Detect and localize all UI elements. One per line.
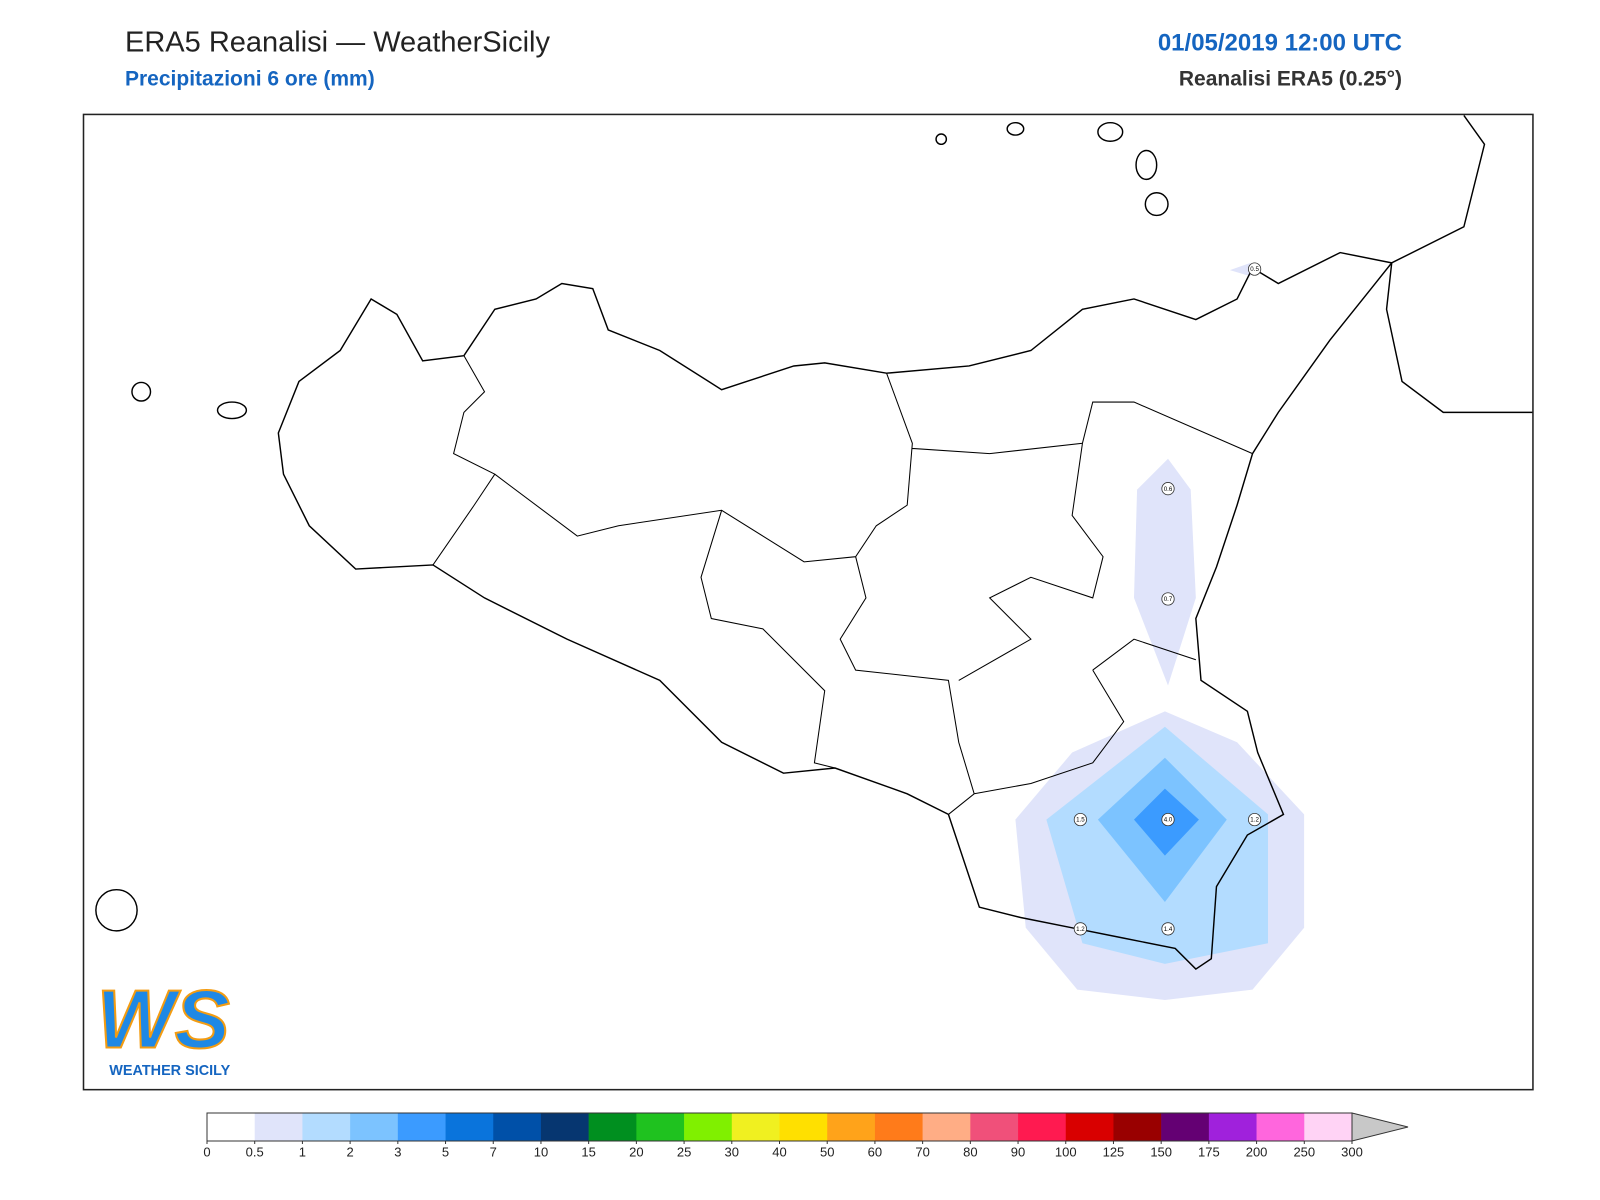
station-value: 1.5	[1076, 817, 1085, 824]
colorbar-bin	[922, 1113, 971, 1141]
colorbar-tick-label: 2	[347, 1144, 354, 1159]
colorbar-tick-label: 20	[629, 1144, 643, 1159]
colorbar-bin	[397, 1113, 446, 1141]
province-boundaries	[432, 355, 1253, 815]
title: ERA5 Reanalisi — WeatherSicily	[125, 27, 550, 59]
colorbar-tick-label: 0	[203, 1144, 210, 1159]
colorbar-tick-label: 150	[1150, 1144, 1172, 1159]
colorbar-tick-label: 40	[772, 1144, 786, 1159]
colorbar-bin	[684, 1113, 733, 1141]
logo: WS WEATHER SICILY	[96, 972, 231, 1079]
colorbar-tick-label: 60	[868, 1144, 882, 1159]
source: Reanalisi ERA5 (0.25°)	[1179, 68, 1402, 91]
colorbar-bin	[445, 1113, 494, 1141]
station-value: 4.0	[1164, 817, 1173, 824]
colorbar-bin	[302, 1113, 351, 1141]
precipitation-layer	[1015, 262, 1305, 1000]
colorbar-tick-label: 3	[394, 1144, 401, 1159]
colorbar-bin	[1113, 1113, 1162, 1141]
colorbar-tick-label: 90	[1011, 1144, 1025, 1159]
colorbar-bin	[1208, 1113, 1257, 1141]
colorbar-bin	[350, 1113, 399, 1141]
station-marker	[1161, 922, 1175, 936]
colorbar-bin	[588, 1113, 637, 1141]
colorbar-bin	[1018, 1113, 1067, 1141]
colorbar-tick-label: 50	[820, 1144, 834, 1159]
colorbar-bin	[827, 1113, 876, 1141]
colorbar-tick-label: 300	[1341, 1144, 1363, 1159]
precip-area	[1229, 262, 1251, 277]
colorbar-tick-label: 25	[677, 1144, 691, 1159]
colorbar-tick-label: 125	[1103, 1144, 1125, 1159]
map: 0.5 0.6 0.7 1.5 4.0 1.2 1.2 1.4 WS WEATHER SICI…	[82, 113, 1534, 1091]
colorbar-tick-label: 1	[299, 1144, 306, 1159]
colorbar-bin	[540, 1113, 589, 1141]
colorbar-tick-label: 100	[1055, 1144, 1077, 1159]
island	[95, 888, 138, 932]
colorbar-bin	[207, 1113, 256, 1141]
station-marker	[1248, 262, 1262, 276]
colorbar-bin	[1065, 1113, 1114, 1141]
logo-text: WEATHER SICILY	[109, 1063, 230, 1079]
colorbar-tick-label: 0.5	[246, 1144, 264, 1159]
colorbar-bin	[1304, 1113, 1353, 1141]
calabria-coast	[1385, 115, 1533, 414]
colorbar-bin	[731, 1113, 780, 1141]
logo-mark: WS	[97, 974, 230, 1066]
island	[1006, 121, 1025, 136]
map-frame	[82, 113, 1534, 1091]
colorbar-tick-label: 30	[725, 1144, 739, 1159]
colorbar-bin	[874, 1113, 923, 1141]
station-marker	[1161, 812, 1175, 827]
colorbar-tick-label: 15	[581, 1144, 595, 1159]
station-marker	[1161, 482, 1175, 496]
colorbar-bin	[636, 1113, 685, 1141]
station-value: 1.2	[1076, 926, 1085, 933]
station-value: 0.5	[1250, 266, 1259, 273]
station-marker	[1073, 922, 1087, 936]
station-marker	[1073, 812, 1087, 827]
station-value: 1.4	[1164, 926, 1173, 933]
subtitle: Precipitazioni 6 ore (mm)	[125, 68, 375, 91]
station-labels: 0.5 0.6 0.7 1.5 4.0 1.2 1.2 1.4	[1073, 262, 1262, 936]
colorbar-tick-label: 5	[442, 1144, 449, 1159]
station-value: 0.7	[1164, 596, 1173, 603]
colorbar-tick-label: 80	[963, 1144, 977, 1159]
island	[216, 401, 248, 420]
colorbar-tick-label: 250	[1293, 1144, 1315, 1159]
date: 01/05/2019 12:00 UTC	[1158, 29, 1402, 56]
island	[1144, 192, 1169, 217]
island	[1097, 121, 1124, 142]
precip-area	[1133, 458, 1196, 686]
station-value: 0.6	[1164, 486, 1173, 493]
colorbar-bin	[493, 1113, 542, 1141]
colorbar-bin	[254, 1113, 303, 1141]
map-background	[83, 114, 1533, 1090]
station-value: 1.2	[1250, 817, 1259, 824]
colorbar-tick-label: 200	[1246, 1144, 1268, 1159]
station-marker	[1248, 812, 1262, 827]
colorbar: 0 0.5 1 2 3 5 7 10 15 20 25 30 40 50 60 70 80 90 100 125 150…	[203, 1112, 1409, 1159]
colorbar-tick-label: 7	[490, 1144, 497, 1159]
colorbar-bin	[1256, 1113, 1305, 1141]
colorbar-tick-label: 70	[915, 1144, 929, 1159]
colorbar-bin	[1161, 1113, 1210, 1141]
colorbar-bin	[779, 1113, 828, 1141]
station-marker	[1161, 592, 1175, 606]
island	[131, 381, 152, 402]
colorbar-bin	[970, 1113, 1019, 1141]
island	[935, 133, 948, 146]
coastlines	[95, 115, 1533, 970]
island	[1135, 149, 1158, 181]
colorbar-tick-label: 175	[1198, 1144, 1220, 1159]
colorbar-tick-label: 10	[534, 1144, 548, 1159]
sicily-coast	[277, 251, 1394, 970]
colorbar-extend	[1351, 1112, 1409, 1142]
